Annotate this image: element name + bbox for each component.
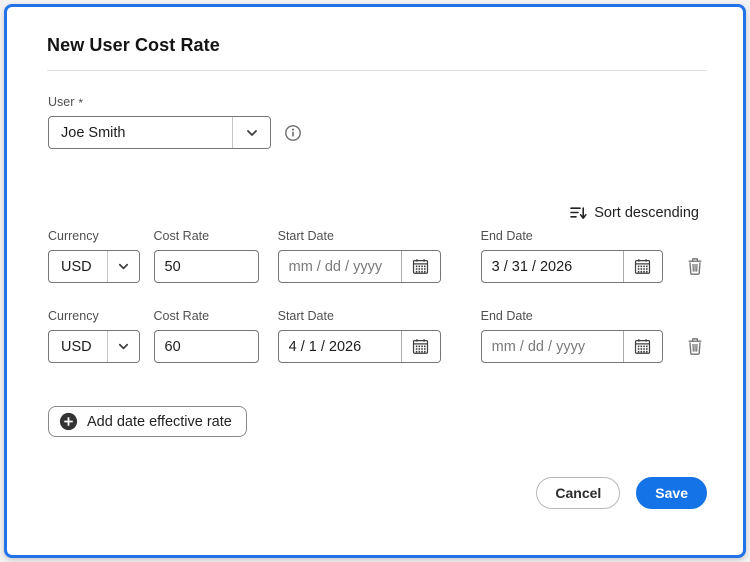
end-date-field-row1 <box>480 250 663 283</box>
end-date-field-row2 <box>480 330 663 363</box>
currency-label: Currency <box>48 309 99 323</box>
chevron-down-icon <box>245 126 259 140</box>
user-field-label-row: User * <box>48 95 707 110</box>
plus-circle-icon <box>59 412 78 431</box>
currency-select-value: USD <box>61 338 92 355</box>
start-date-label: Start Date <box>277 229 334 243</box>
chevron-down-icon <box>117 260 130 273</box>
user-info-button[interactable] <box>284 124 302 142</box>
chevron-down-icon <box>117 340 130 353</box>
currency-label: Currency <box>48 229 99 243</box>
end-date-input-row2[interactable] <box>481 331 623 362</box>
end-date-calendar-button-row1[interactable] <box>622 251 662 282</box>
save-button[interactable]: Save <box>636 477 707 509</box>
currency-select-open-button[interactable] <box>107 251 139 282</box>
start-date-field-row1 <box>277 250 441 283</box>
start-date-calendar-button-row2[interactable] <box>400 331 440 362</box>
start-date-label: Start Date <box>277 309 334 323</box>
start-date-calendar-button-row1[interactable] <box>400 251 440 282</box>
delete-rate-row-button-row1[interactable] <box>684 250 707 283</box>
cost-rate-label: Cost Rate <box>153 309 210 323</box>
calendar-icon <box>412 258 429 275</box>
cost-rate-input-row1[interactable] <box>153 250 259 283</box>
user-combobox[interactable]: Joe Smith <box>48 116 271 149</box>
currency-select-row1[interactable]: USD <box>48 250 140 283</box>
sort-descending-label: Sort descending <box>594 205 699 221</box>
cancel-button[interactable]: Cancel <box>536 477 621 509</box>
user-combobox-value: Joe Smith <box>61 124 126 141</box>
info-icon <box>284 124 302 142</box>
start-date-input-row1[interactable] <box>278 251 401 282</box>
dialog-title: New User Cost Rate <box>47 35 220 55</box>
sort-descending-icon <box>570 205 587 221</box>
start-date-field-row2 <box>277 330 441 363</box>
currency-select-row2[interactable]: USD <box>48 330 140 363</box>
new-user-cost-rate-dialog: New User Cost Rate User * Joe Smith <box>4 4 746 558</box>
delete-rate-row-button-row2[interactable] <box>684 330 707 363</box>
rate-row-1: Currency USD Cost Rate Start Date <box>48 229 707 283</box>
required-asterisk: * <box>78 96 84 110</box>
cost-rate-label: Cost Rate <box>153 229 210 243</box>
user-combobox-open-button[interactable] <box>233 117 270 148</box>
end-date-label: End Date <box>480 309 533 323</box>
calendar-icon <box>634 338 651 355</box>
end-date-calendar-button-row2[interactable] <box>622 331 662 362</box>
currency-select-open-button[interactable] <box>107 331 139 362</box>
currency-select-value: USD <box>61 258 92 275</box>
title-divider <box>47 70 707 71</box>
add-date-effective-rate-button[interactable]: Add date effective rate <box>48 406 247 437</box>
calendar-icon <box>412 338 429 355</box>
add-date-effective-rate-label: Add date effective rate <box>87 413 232 430</box>
calendar-icon <box>634 258 651 275</box>
trash-icon <box>686 257 704 276</box>
rate-row-2: Currency USD Cost Rate Start Date <box>48 309 707 363</box>
trash-icon <box>686 337 704 356</box>
sort-descending-button[interactable]: Sort descending <box>570 203 699 223</box>
start-date-input-row2[interactable] <box>278 331 401 362</box>
user-label: User <box>48 95 75 109</box>
end-date-label: End Date <box>480 229 533 243</box>
end-date-input-row1[interactable] <box>481 251 623 282</box>
cost-rate-input-row2[interactable] <box>153 330 259 363</box>
